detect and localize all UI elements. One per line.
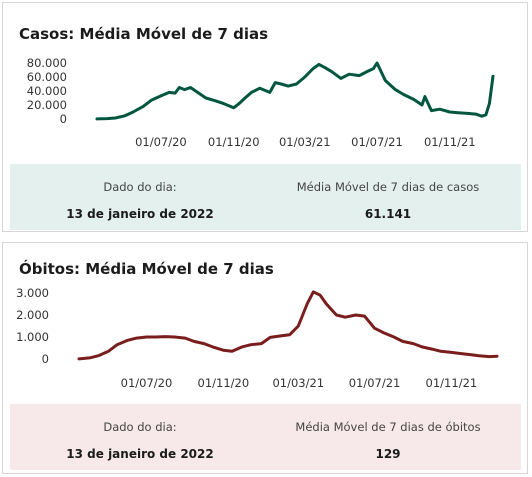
cases-y-tick-label: 0 xyxy=(60,112,67,126)
deaths-date-value: 13 de janeiro de 2022 xyxy=(66,447,214,461)
deaths-x-tick-label: 01/07/21 xyxy=(349,376,401,390)
cases-date-value: 13 de janeiro de 2022 xyxy=(66,207,214,221)
cases-y-tick-label: 80.000 xyxy=(27,56,67,70)
cases-x-tick-label: 01/07/20 xyxy=(135,135,187,149)
deaths-day-label: Dado do dia: xyxy=(103,420,177,434)
cases-avg-label: Média Móvel de 7 dias de casos xyxy=(296,180,480,194)
cases-card: Casos: Média Móvel de 7 dias 0 20.000 40.0… xyxy=(2,2,528,232)
cases-x-tick-label: 01/11/21 xyxy=(424,135,476,149)
deaths-x-tick-label: 01/11/20 xyxy=(198,376,250,390)
cases-x-tick-label: 01/11/20 xyxy=(208,135,260,149)
cases-series-line xyxy=(95,61,495,121)
cases-y-tick-label: 60.000 xyxy=(27,70,67,84)
deaths-y-tick-label: 1.000 xyxy=(16,330,49,344)
deaths-avg-label: Média Móvel de 7 dias de óbitos xyxy=(295,420,481,434)
cases-stats-panel: Dado do dia: Média Móvel de 7 dias de ca… xyxy=(10,164,521,230)
deaths-y-tick-label: 3.000 xyxy=(16,286,49,300)
deaths-x-tick-label: 01/03/21 xyxy=(272,376,324,390)
deaths-series-line xyxy=(77,290,499,361)
deaths-x-tick-label: 01/07/20 xyxy=(121,376,173,390)
deaths-avg-value: 129 xyxy=(375,447,401,461)
deaths-card: Óbitos: Média Móvel de 7 dias 0 1.000 2.00… xyxy=(2,242,528,474)
deaths-line-chart: 0 1.000 2.000 3.000 01/07/20 01/11/20 01/03/21… xyxy=(16,286,499,390)
cases-day-label: Dado do dia: xyxy=(103,180,177,194)
cases-y-tick-label: 40.000 xyxy=(27,84,67,98)
cases-y-tick-label: 20.000 xyxy=(27,98,67,112)
cases-avg-value: 61.141 xyxy=(364,207,412,221)
cases-chart-title: Casos: Média Móvel de 7 dias xyxy=(19,25,269,43)
deaths-y-tick-label: 0 xyxy=(42,352,49,366)
deaths-stats-panel: Dado do dia: Média Móvel de 7 dias de ób… xyxy=(10,404,521,470)
cases-x-tick-label: 01/07/21 xyxy=(351,135,403,149)
deaths-chart-title: Óbitos: Média Móvel de 7 dias xyxy=(19,260,274,278)
deaths-y-tick-label: 2.000 xyxy=(16,308,49,322)
cases-x-tick-label: 01/03/21 xyxy=(279,135,331,149)
deaths-x-tick-label: 01/11/21 xyxy=(426,376,478,390)
